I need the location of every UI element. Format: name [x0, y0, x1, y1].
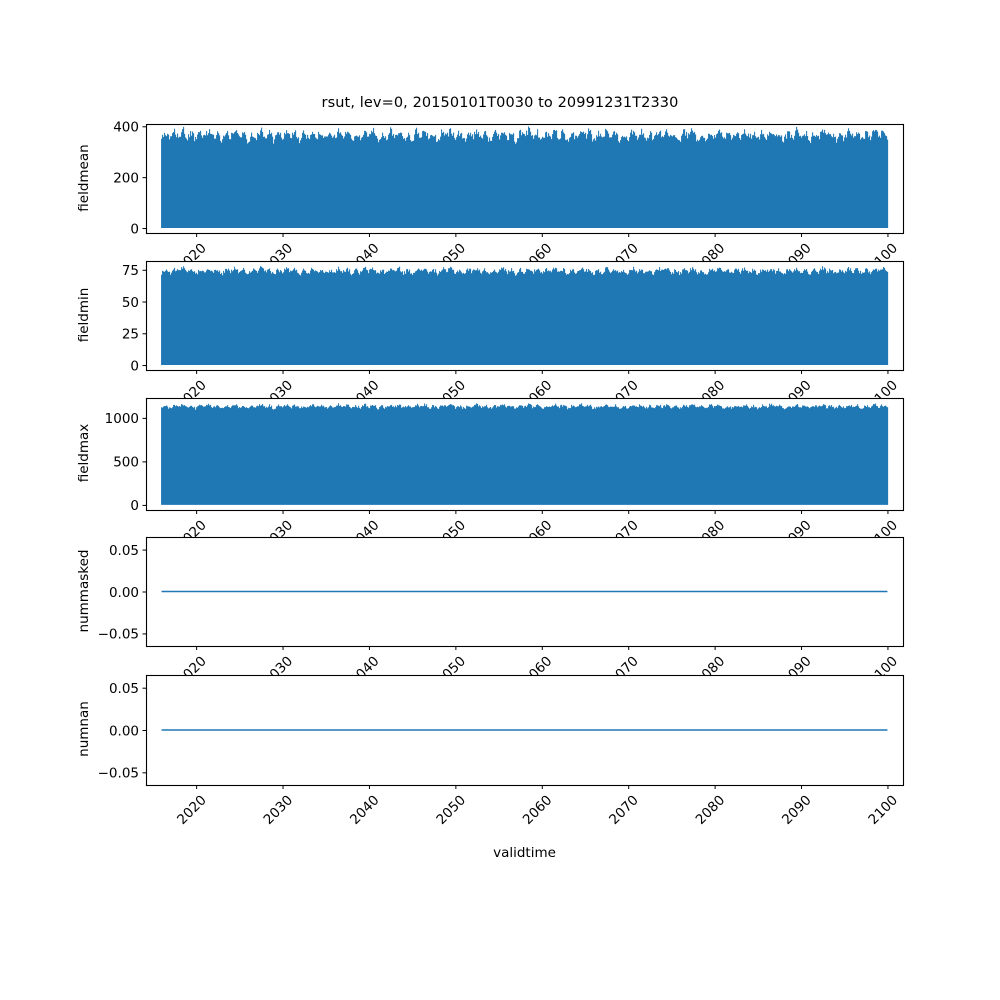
y-tick-label: 25 [122, 327, 139, 343]
y-tick-label: −0.05 [98, 627, 139, 643]
x-tick-label: 2030 [261, 792, 297, 828]
subplot-nummasked: −0.05 0.00 0.05 2020 2030 2040 2050 2060 2070 208… [98, 536, 905, 689]
subplot-numnan: −0.05 0.00 0.05 2020 2030 2040 2050 2060 2070 208… [98, 674, 905, 828]
data-series-fieldmax [161, 403, 889, 505]
figure-title: rsut, lev=0, 20150101T0030 to 20991231T2… [321, 95, 679, 111]
y-tick-label: 75 [122, 263, 139, 279]
y-tick-label: 1000 [105, 411, 139, 427]
y-tick-label: 50 [122, 295, 139, 311]
y-tick-label: 0.05 [109, 543, 139, 559]
y-axis-label-fieldmin: fieldmin [76, 287, 92, 342]
x-tick-label: 2070 [606, 792, 642, 828]
y-tick-label: 500 [113, 455, 139, 471]
plot-area-numnan: −0.05 0.00 0.05 2020 2030 2040 2050 2060 2070 208… [98, 674, 905, 828]
x-tick-label: 2100 [865, 792, 901, 828]
y-tick-label: 400 [113, 120, 139, 136]
x-axis-label: validtime [493, 845, 556, 861]
x-tick-label: 2060 [520, 792, 556, 828]
data-series-fieldmin [161, 266, 889, 365]
y-tick-label: 0 [130, 221, 139, 237]
x-tick-label: 2020 [174, 792, 210, 828]
x-tick-label: 2080 [693, 792, 729, 828]
y-tick-label: 0 [130, 498, 139, 514]
y-tick-label: 0.05 [109, 681, 139, 697]
axes-spines [145, 397, 905, 512]
y-tick-label: 200 [113, 170, 139, 186]
y-tick-label: −0.05 [98, 766, 139, 782]
y-tick-label: 0 [130, 358, 139, 374]
y-tick-label: 0.00 [109, 585, 139, 601]
subplot-fieldmean: 0 200 400 2020 2030 2040 2050 2060 2070 2080 2090 2… [113, 120, 905, 276]
data-series-fieldmean [161, 126, 889, 228]
axes-spines [145, 260, 905, 372]
y-tick-label: 0.00 [109, 723, 139, 739]
subplot-fieldmin: 0 25 50 75 2020 2030 2040 2050 2060 2070 2080 2090 2… [122, 260, 905, 413]
y-axis-label-fieldmax: fieldmax [76, 423, 92, 483]
x-tick-label: 2090 [779, 792, 815, 828]
x-tick-label: 2050 [433, 792, 469, 828]
x-tick-label: 2040 [347, 792, 383, 828]
y-axis-label-numnan: numnan [76, 701, 92, 757]
y-axis-label-nummasked: nummasked [76, 549, 92, 632]
subplot-fieldmax: 0 500 1000 2020 2030 2040 2050 2060 2070 2080 2090… [105, 397, 905, 553]
y-axis-label-fieldmean: fieldmean [76, 143, 92, 212]
axes-spines [145, 123, 905, 235]
